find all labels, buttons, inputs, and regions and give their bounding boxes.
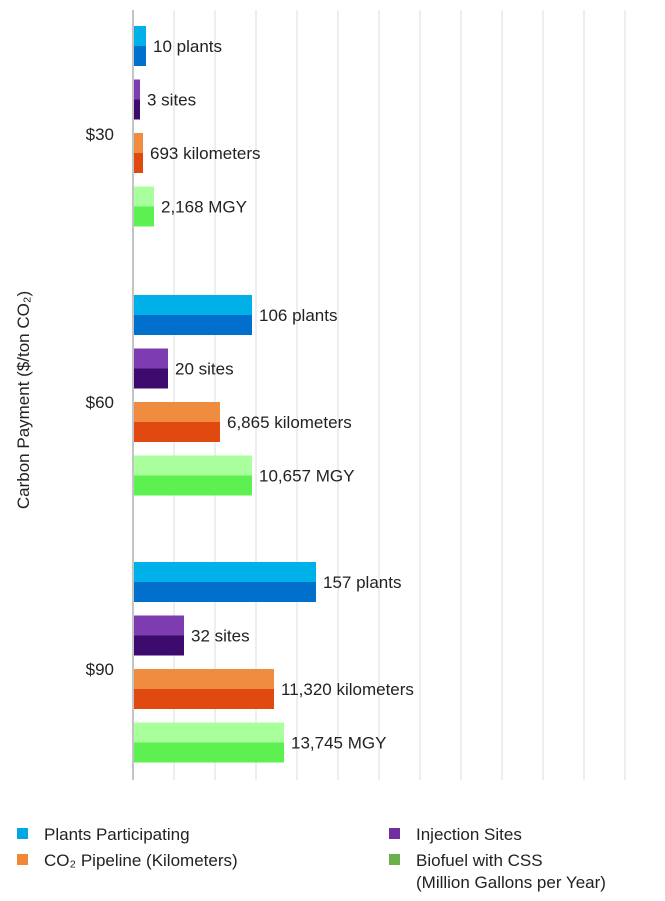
data-label: 693 kilometers bbox=[150, 144, 261, 163]
bar-top bbox=[134, 186, 154, 207]
legend-label-biofuel-line2: (Million Gallons per Year) bbox=[416, 873, 606, 892]
legend-item-injection: Injection Sites bbox=[389, 824, 522, 846]
data-label: 11,320 kilometers bbox=[281, 680, 414, 699]
bar-top bbox=[134, 669, 274, 689]
data-label: 106 plants bbox=[259, 306, 337, 325]
bar-bottom bbox=[134, 742, 284, 763]
bar-top bbox=[134, 348, 168, 369]
data-label: 10 plants bbox=[153, 37, 222, 56]
data-label: 157 plants bbox=[323, 573, 401, 592]
y-axis-label: Carbon Payment ($/ton CO₂) bbox=[14, 291, 33, 509]
data-labels: 10 plants 3 sites 693 kilometers 2,168 MGY 1… bbox=[147, 37, 414, 753]
data-label: 6,865 kilometers bbox=[227, 413, 352, 432]
legend-swatch-biofuel bbox=[389, 854, 400, 865]
legend-item-plants: Plants Participating bbox=[17, 824, 190, 846]
bar-bottom bbox=[134, 422, 220, 442]
bar-bottom bbox=[134, 206, 154, 227]
legend: Plants Participating CO₂ Pipeline (Kilom… bbox=[0, 820, 665, 901]
bar-top bbox=[134, 26, 146, 46]
bar-top bbox=[134, 455, 252, 476]
bar-bottom bbox=[134, 582, 316, 602]
bars bbox=[134, 26, 316, 763]
chart: 10 plants 3 sites 693 kilometers 2,168 MGY 1… bbox=[14, 10, 626, 780]
data-label: 32 sites bbox=[191, 627, 250, 646]
legend-label-biofuel-line1: Biofuel with CSS bbox=[416, 851, 543, 870]
category-label: $60 bbox=[86, 393, 114, 412]
bar-top bbox=[134, 79, 140, 100]
bar-bottom bbox=[134, 368, 168, 389]
bar-bottom bbox=[134, 99, 140, 120]
bar-bottom bbox=[134, 635, 184, 656]
legend-swatch-pipeline bbox=[17, 854, 28, 865]
bar-top bbox=[134, 562, 316, 582]
data-label: 20 sites bbox=[175, 360, 234, 379]
legend-label-plants: Plants Participating bbox=[44, 825, 190, 844]
bar-top bbox=[134, 133, 143, 153]
legend-label-biofuel: Biofuel with CSS (Million Gallons per Ye… bbox=[416, 850, 606, 894]
bar-bottom bbox=[134, 153, 143, 173]
data-label: 2,168 MGY bbox=[161, 198, 247, 217]
legend-label-injection: Injection Sites bbox=[416, 825, 522, 844]
bar-bottom bbox=[134, 689, 274, 709]
bar-top bbox=[134, 402, 220, 422]
data-label: 13,745 MGY bbox=[291, 734, 386, 753]
bar-top bbox=[134, 615, 184, 636]
bar-top bbox=[134, 722, 284, 743]
category-label: $90 bbox=[86, 660, 114, 679]
gridlines bbox=[173, 10, 626, 780]
bar-bottom bbox=[134, 475, 252, 496]
bar-bottom bbox=[134, 315, 252, 335]
category-labels: $30 $60 $90 bbox=[86, 125, 114, 679]
bar-top bbox=[134, 295, 252, 315]
legend-item-biofuel: Biofuel with CSS (Million Gallons per Ye… bbox=[389, 850, 606, 894]
legend-swatch-plants bbox=[17, 828, 28, 839]
bar-bottom bbox=[134, 46, 146, 66]
legend-item-pipeline: CO₂ Pipeline (Kilometers) bbox=[17, 850, 238, 872]
data-label: 3 sites bbox=[147, 91, 196, 110]
legend-swatch-injection bbox=[389, 828, 400, 839]
data-label: 10,657 MGY bbox=[259, 467, 354, 486]
legend-label-pipeline: CO₂ Pipeline (Kilometers) bbox=[44, 851, 238, 870]
category-label: $30 bbox=[86, 125, 114, 144]
